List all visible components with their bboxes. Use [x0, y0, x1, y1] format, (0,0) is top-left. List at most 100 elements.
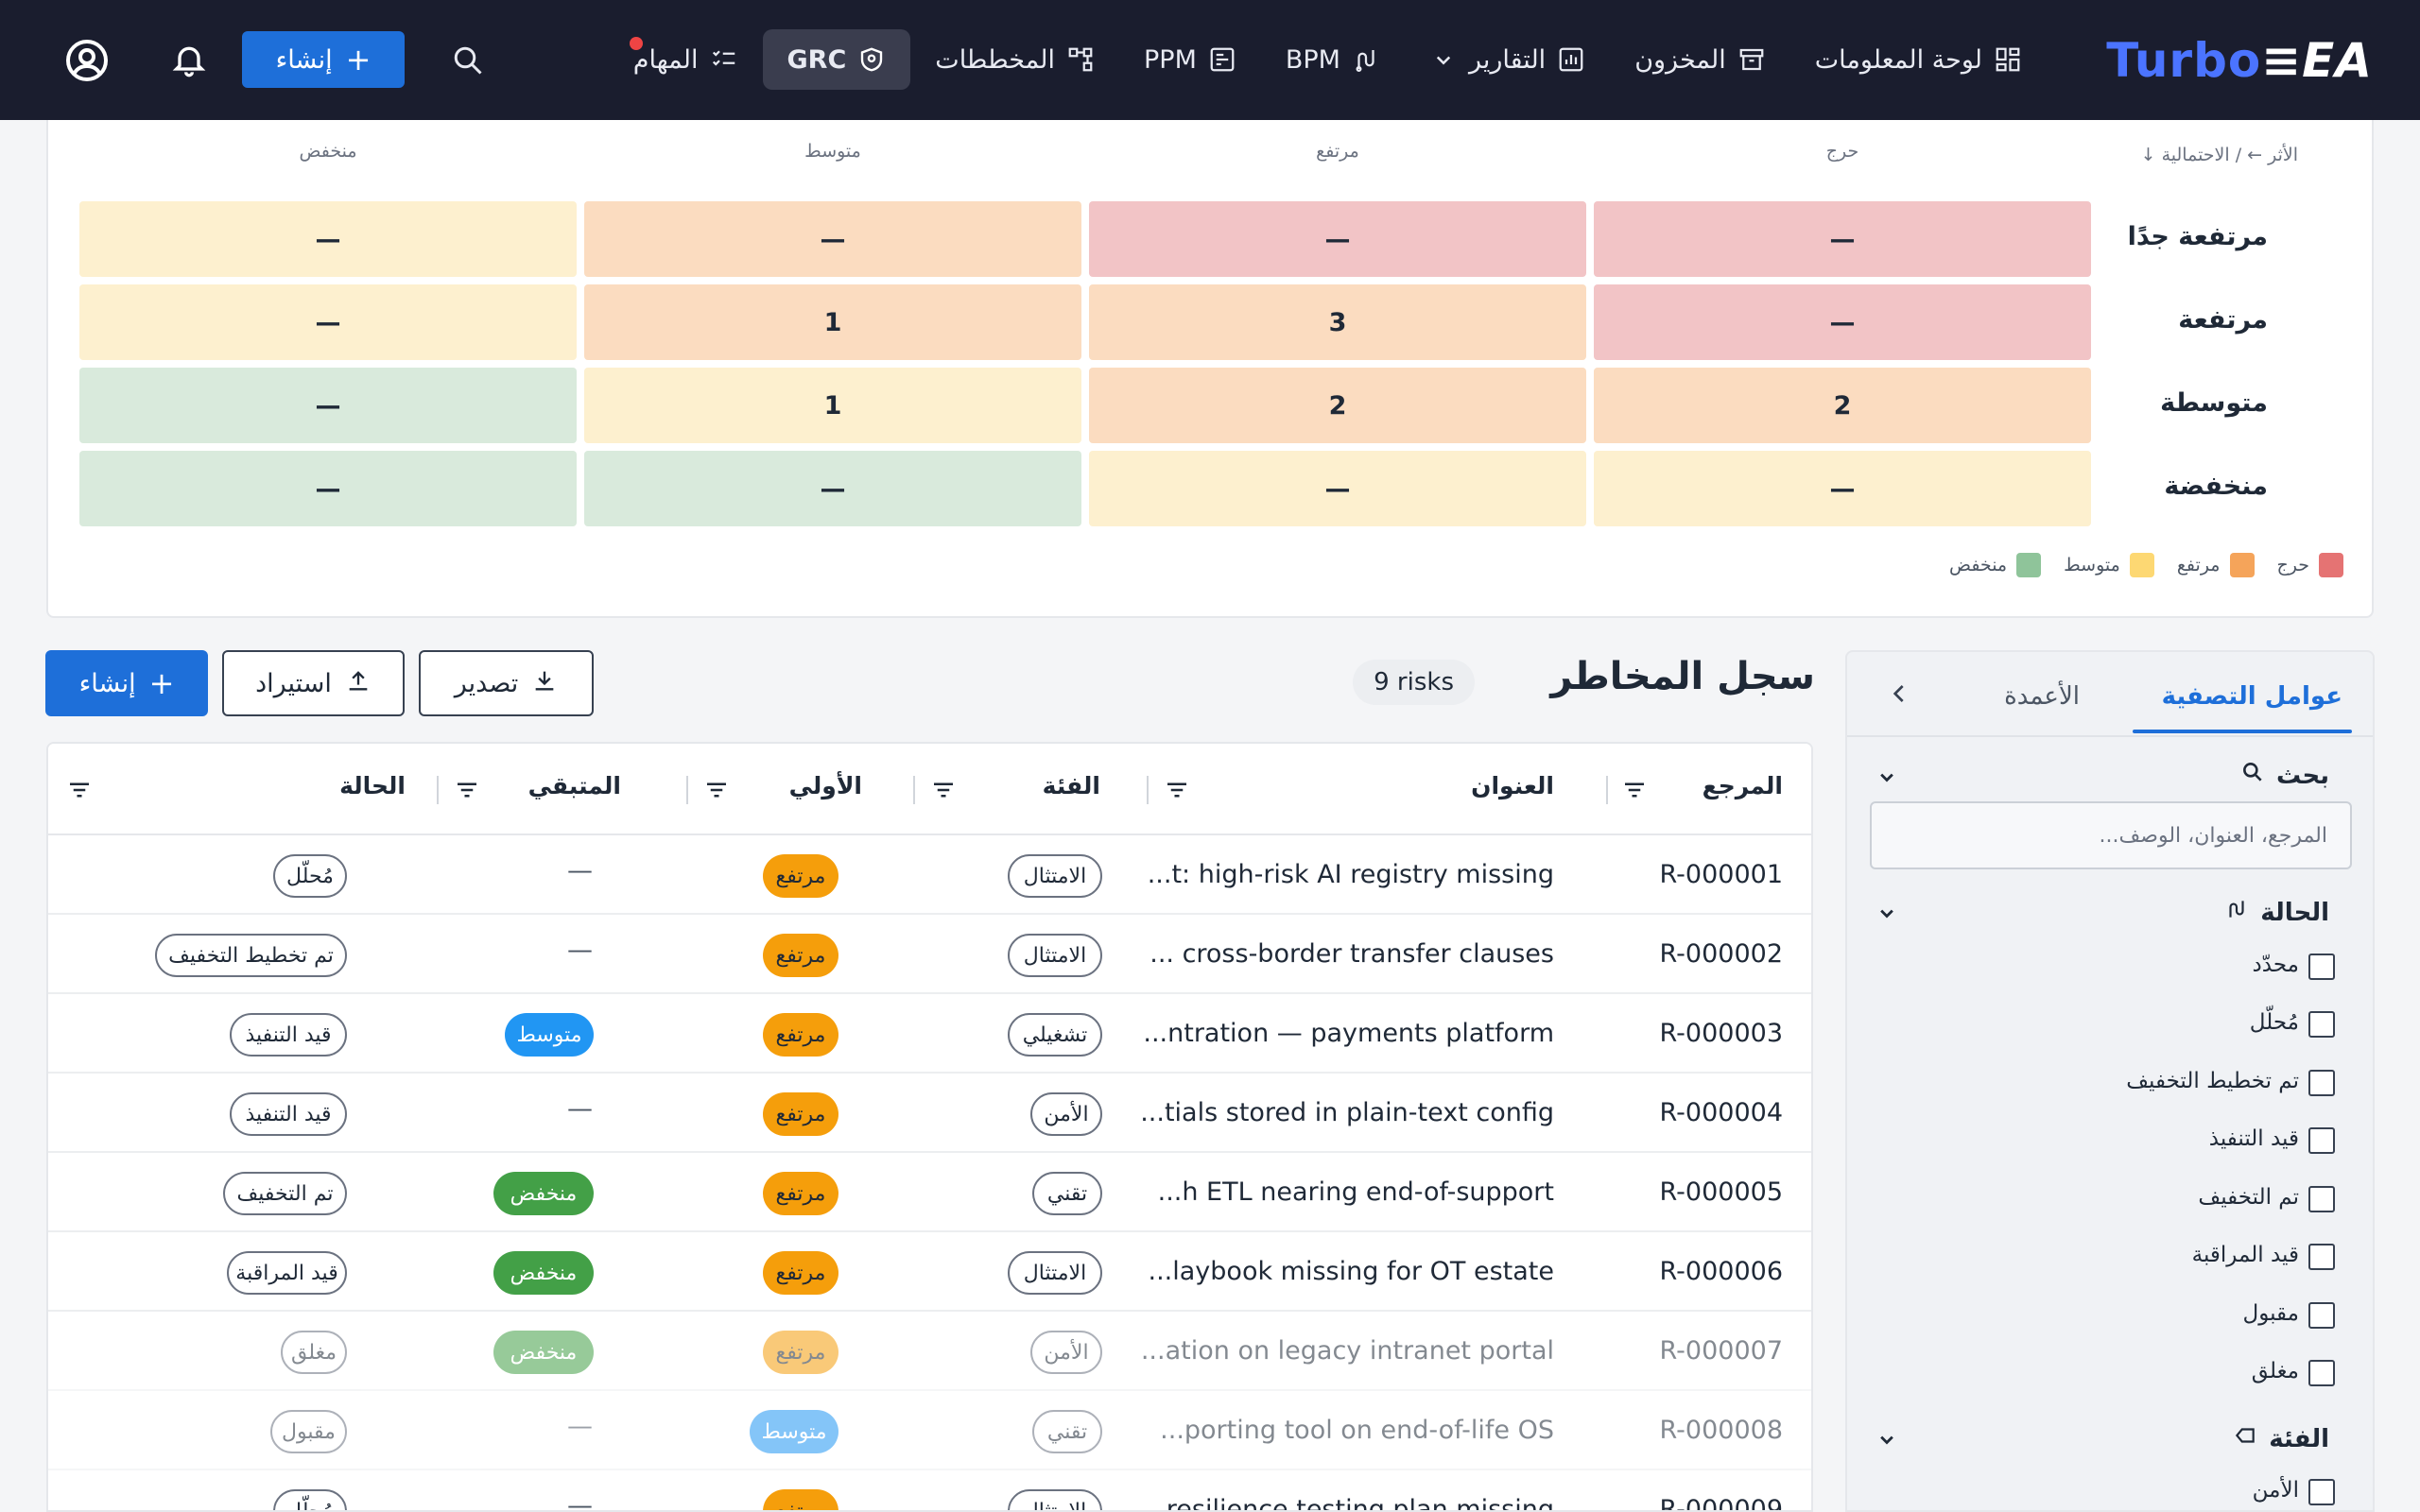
risk-title[interactable]: ...ntration — payments platform — [1143, 1019, 1554, 1048]
chevron-down-icon[interactable] — [1874, 1426, 1900, 1452]
risk-ref[interactable]: R-000003 — [1659, 1019, 1783, 1048]
nav-item-reports[interactable]: التقارير — [1405, 29, 1610, 90]
checkbox[interactable] — [2308, 1244, 2335, 1270]
nav-item-ppm[interactable]: PPM — [1119, 29, 1261, 90]
chevron-down-icon[interactable] — [1874, 900, 1900, 926]
risk-ref[interactable]: R-000001 — [1659, 860, 1783, 889]
column-separator[interactable] — [1147, 776, 1149, 804]
risk-ref[interactable]: R-000004 — [1659, 1098, 1783, 1127]
nav-item-diagrams[interactable]: المخططات — [910, 29, 1119, 90]
status-option[interactable]: قيد التنفيذ — [2209, 1126, 2299, 1151]
checkbox[interactable] — [2308, 1127, 2335, 1154]
search-icon[interactable] — [447, 40, 489, 81]
checkbox[interactable] — [2308, 1479, 2335, 1505]
heatmap-cell[interactable]: 2 — [1089, 368, 1586, 443]
risk-ref[interactable]: R-000008 — [1659, 1416, 1783, 1445]
search-section-header[interactable]: بحث — [2240, 760, 2329, 791]
filter-icon[interactable] — [453, 776, 481, 804]
risk-title[interactable]: ...laybook missing for OT estate — [1148, 1257, 1554, 1286]
user-avatar-icon[interactable] — [62, 36, 112, 85]
heatmap-cell[interactable]: — — [1594, 201, 2091, 277]
heatmap-cell[interactable]: — — [79, 201, 577, 277]
column-separator[interactable] — [686, 776, 688, 804]
filter-icon[interactable] — [1163, 776, 1191, 804]
nav-item-grc[interactable]: GRC — [762, 29, 911, 90]
chevron-down-icon[interactable] — [1874, 764, 1900, 790]
risk-title[interactable]: ...t: high-risk AI registry missing — [1147, 860, 1554, 889]
column-header-category[interactable]: الفئة — [1042, 772, 1100, 799]
filter-icon[interactable] — [929, 776, 958, 804]
risk-title[interactable]: ...porting tool on end-of-life OS — [1160, 1416, 1554, 1445]
column-header-residual[interactable]: المتبقي — [527, 772, 621, 799]
search-input[interactable]: المرجع، العنوان، الوصف... — [1870, 801, 2352, 869]
heatmap-cell[interactable]: — — [1089, 201, 1586, 277]
risk-title[interactable]: ... cross-border transfer clauses — [1150, 939, 1554, 969]
status-section-header[interactable]: الحالة — [2224, 897, 2329, 928]
nav-item-inventory[interactable]: المخزون — [1610, 29, 1790, 90]
status-option[interactable]: مقبول — [2243, 1301, 2300, 1326]
heatmap-cell[interactable]: — — [79, 451, 577, 526]
nav-item-dashboard[interactable]: لوحة المعلومات — [1790, 29, 2047, 90]
table-row[interactable]: R-000009 ...resilience testing plan miss… — [48, 1470, 1811, 1512]
table-row[interactable]: R-000006 ...laybook missing for OT estat… — [48, 1232, 1811, 1312]
status-option[interactable]: مُحلّل — [2250, 1010, 2299, 1035]
create-risk-button[interactable]: + إنشاء — [45, 650, 208, 716]
brand-logo[interactable]: Turbo ≡ EA — [2106, 33, 2373, 88]
heatmap-cell[interactable]: — — [79, 368, 577, 443]
table-row[interactable]: R-000008 ...porting tool on end-of-life … — [48, 1391, 1811, 1470]
column-header-title[interactable]: العنوان — [1471, 772, 1554, 799]
checkbox[interactable] — [2308, 954, 2335, 980]
bell-icon[interactable] — [166, 36, 212, 83]
heatmap-cell[interactable]: — — [1089, 451, 1586, 526]
checkbox[interactable] — [2308, 1011, 2335, 1038]
status-option[interactable]: قيد المراقبة — [2192, 1243, 2299, 1267]
heatmap-cell[interactable]: — — [79, 284, 577, 360]
nav-item-tasks[interactable]: المهام — [609, 29, 763, 90]
risk-ref[interactable]: R-000009 — [1659, 1495, 1783, 1512]
table-row[interactable]: R-000004 ...tials stored in plain-text c… — [48, 1074, 1811, 1153]
heatmap-cell[interactable]: 2 — [1594, 368, 2091, 443]
column-separator[interactable] — [913, 776, 915, 804]
column-separator[interactable] — [437, 776, 439, 804]
table-row[interactable]: R-000005 ...h ETL nearing end-of-support… — [48, 1153, 1811, 1232]
table-row[interactable]: R-000007 ...ation on legacy intranet por… — [48, 1312, 1811, 1391]
import-button[interactable]: استيراد — [222, 650, 405, 716]
risk-title[interactable]: ...h ETL nearing end-of-support — [1157, 1177, 1554, 1207]
status-option[interactable]: تم تخطيط التخفيف — [2126, 1069, 2299, 1093]
heatmap-cell[interactable]: 3 — [1089, 284, 1586, 360]
category-option[interactable]: الأمن — [2253, 1478, 2299, 1503]
heatmap-cell[interactable]: — — [584, 451, 1081, 526]
filter-icon[interactable] — [702, 776, 731, 804]
heatmap-cell[interactable]: — — [1594, 284, 2091, 360]
heatmap-cell[interactable]: — — [1594, 451, 2091, 526]
filter-icon[interactable] — [65, 776, 94, 804]
filter-icon[interactable] — [1620, 776, 1649, 804]
status-option[interactable]: تم التخفيف — [2198, 1185, 2299, 1210]
column-separator[interactable] — [1606, 776, 1608, 804]
risk-ref[interactable]: R-000002 — [1659, 939, 1783, 969]
heatmap-cell[interactable]: 1 — [584, 368, 1081, 443]
export-button[interactable]: تصدير — [419, 650, 594, 716]
risk-ref[interactable]: R-000006 — [1659, 1257, 1783, 1286]
heatmap-cell[interactable]: 1 — [584, 284, 1081, 360]
risk-title[interactable]: ...resilience testing plan missing — [1142, 1495, 1554, 1512]
nav-item-bpm[interactable]: BPM — [1261, 29, 1405, 90]
column-header-ref[interactable]: المرجع — [1702, 772, 1783, 799]
checkbox[interactable] — [2308, 1070, 2335, 1096]
heatmap-cell[interactable]: — — [584, 201, 1081, 277]
chevron-left-icon[interactable] — [1885, 679, 1915, 713]
checkbox[interactable] — [2308, 1360, 2335, 1386]
tab-filters[interactable]: عوامل التصفية — [2161, 682, 2342, 711]
risk-ref[interactable]: R-000007 — [1659, 1336, 1783, 1366]
create-button-top[interactable]: + إنشاء — [242, 31, 405, 88]
status-option[interactable]: محدّد — [2253, 953, 2299, 977]
risk-title[interactable]: ...ation on legacy intranet portal — [1140, 1336, 1554, 1366]
checkbox[interactable] — [2308, 1302, 2335, 1329]
checkbox[interactable] — [2308, 1186, 2335, 1212]
table-row[interactable]: R-000003 ...ntration — payments platform… — [48, 994, 1811, 1074]
status-option[interactable]: مغلق — [2252, 1359, 2299, 1383]
column-header-initial[interactable]: الأولي — [788, 772, 862, 799]
risk-ref[interactable]: R-000005 — [1659, 1177, 1783, 1207]
table-row[interactable]: R-000002 ... cross-border transfer claus… — [48, 915, 1811, 994]
risk-title[interactable]: ...tials stored in plain-text config — [1140, 1098, 1554, 1127]
